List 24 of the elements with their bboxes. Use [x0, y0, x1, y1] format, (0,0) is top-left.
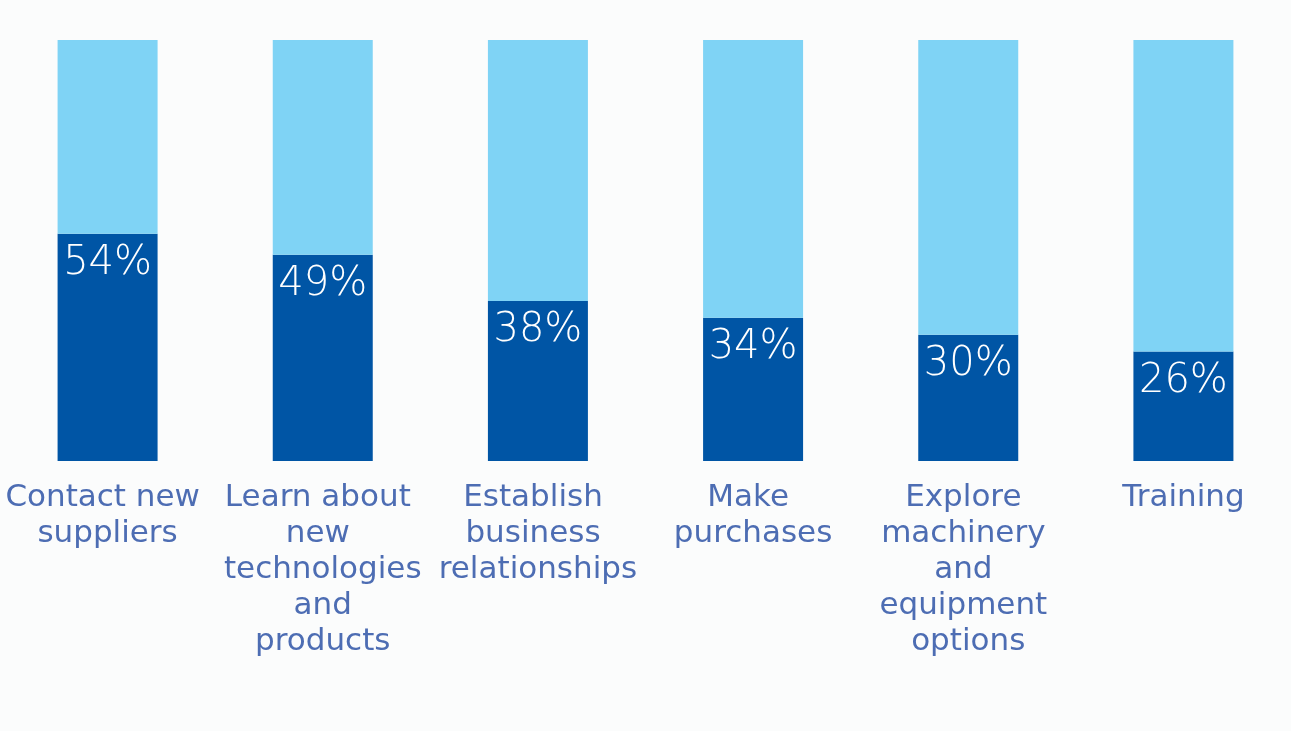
bar	[703, 317, 804, 461]
bar	[487, 40, 588, 302]
bar	[57, 40, 158, 234]
x-tick-label: Establish business relationships	[438, 477, 638, 585]
x-tick-label: Explore machinery and equipment options	[879, 477, 1058, 657]
bar	[703, 40, 804, 318]
x-tick-label: Contact new suppliers	[5, 477, 210, 549]
data-label: 49%	[278, 257, 368, 304]
bar	[272, 40, 373, 255]
bar	[918, 334, 1019, 461]
x-tick-label: Training	[1121, 477, 1245, 513]
bar	[487, 301, 588, 461]
bar	[57, 233, 158, 461]
bar	[1133, 40, 1234, 352]
data-label: 34%	[708, 320, 798, 367]
bar	[1133, 351, 1234, 461]
x-tick-label: Learn about new technologies and products	[223, 477, 422, 657]
data-label: 54%	[63, 236, 153, 283]
x-tick-label: Make purchases	[673, 477, 833, 549]
bar	[918, 40, 1019, 335]
data-label: 38%	[493, 304, 583, 351]
bar	[272, 254, 373, 461]
data-label: 30%	[923, 337, 1013, 384]
data-label: 26%	[1138, 354, 1228, 401]
